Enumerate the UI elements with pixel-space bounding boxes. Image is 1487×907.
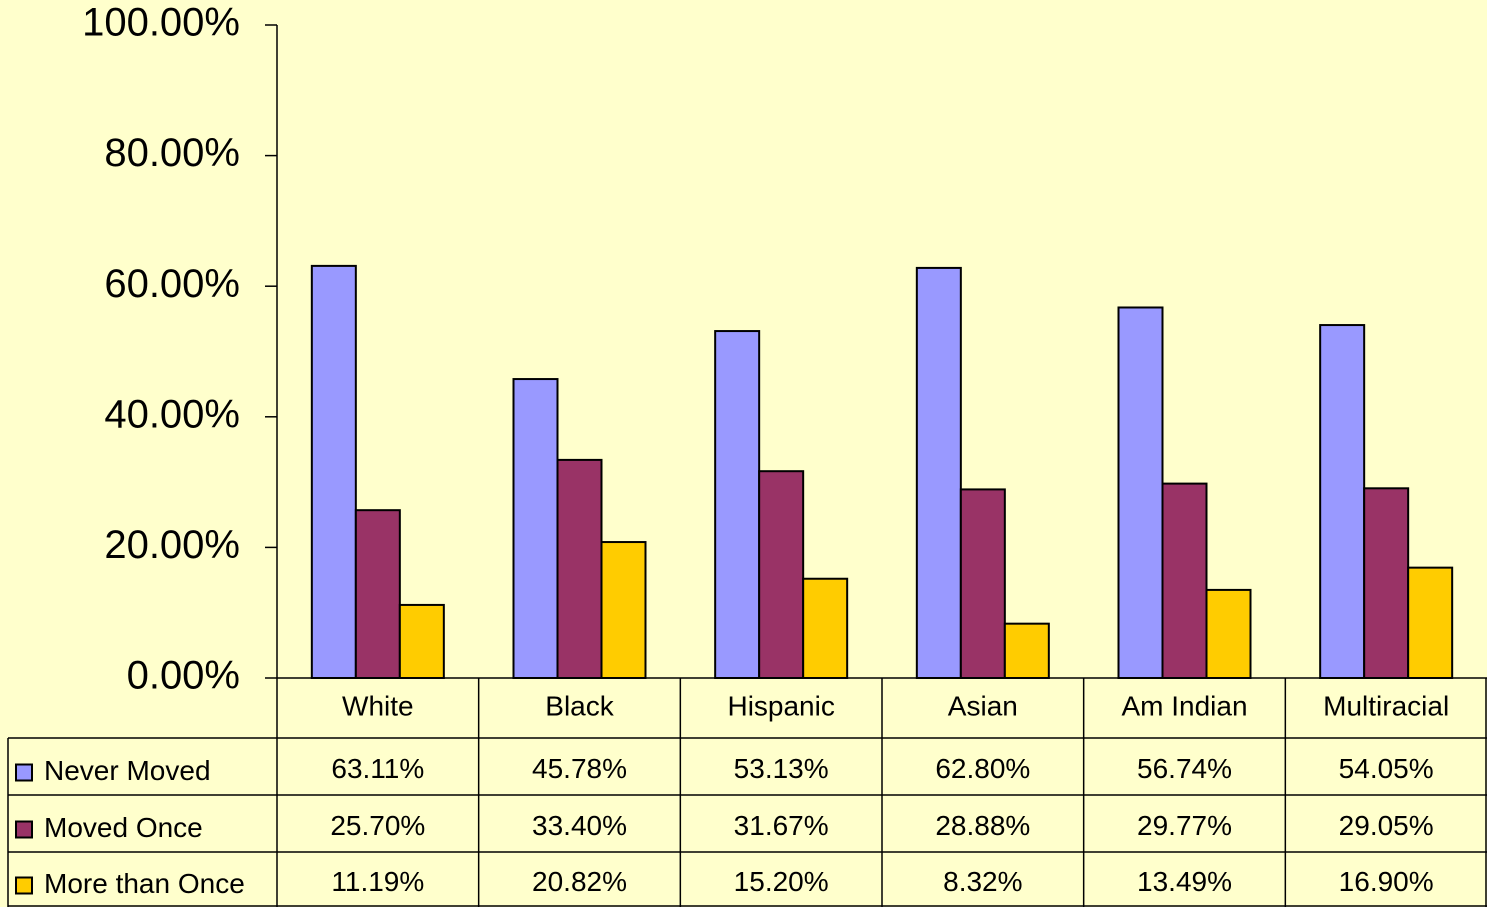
y-tick-label: 20.00%	[104, 523, 240, 567]
legend-label: More than Once	[44, 868, 245, 899]
y-tick-label: 80.00%	[104, 131, 240, 175]
table-value: 20.82%	[532, 866, 627, 897]
x-tick-label: Black	[545, 690, 614, 721]
y-tick-label: 0.00%	[127, 654, 240, 698]
bar	[1117, 306, 1164, 679]
bar	[802, 577, 849, 680]
bar	[1407, 566, 1454, 680]
bar	[1161, 482, 1208, 679]
y-tick-label: 100.00%	[82, 1, 240, 45]
bar	[398, 603, 445, 680]
table-value: 33.40%	[532, 810, 627, 841]
table-value: 29.05%	[1339, 810, 1434, 841]
table-value: 53.13%	[734, 753, 829, 784]
bar	[1205, 588, 1252, 679]
y-tick-label: 40.00%	[104, 392, 240, 436]
x-tick-label: White	[342, 690, 414, 721]
table-value: 16.90%	[1339, 866, 1434, 897]
x-tick-label: Am Indian	[1121, 690, 1247, 721]
legend-key	[15, 763, 33, 782]
x-tick-label: Hispanic	[727, 690, 834, 721]
table-value: 8.32%	[943, 866, 1022, 897]
table-value: 56.74%	[1137, 753, 1232, 784]
bar	[758, 470, 805, 679]
table-value: 63.11%	[331, 753, 424, 784]
bar	[1319, 324, 1366, 679]
bar	[354, 509, 401, 679]
x-tick-label: Multiracial	[1323, 690, 1449, 721]
legend-label: Never Moved	[44, 755, 211, 786]
legend-key	[15, 876, 33, 895]
bar	[310, 264, 357, 679]
bar	[1003, 622, 1050, 680]
bar	[959, 488, 1006, 679]
y-tick-label: 60.00%	[104, 262, 240, 306]
table-value: 13.49%	[1137, 866, 1232, 897]
table-value: 25.70%	[330, 810, 425, 841]
table-value: 15.20%	[734, 866, 829, 897]
bar	[512, 378, 559, 679]
table-value: 45.78%	[532, 753, 627, 784]
legend-label: Moved Once	[44, 812, 203, 843]
bar	[915, 266, 962, 679]
bar	[600, 541, 647, 680]
x-tick-label: Asian	[948, 690, 1018, 721]
table-value: 29.77%	[1137, 810, 1232, 841]
table-value: 54.05%	[1339, 753, 1434, 784]
bar	[1363, 487, 1410, 679]
bar	[556, 458, 603, 680]
bar	[714, 330, 761, 679]
table-value: 62.80%	[935, 753, 1030, 784]
table-value: 28.88%	[935, 810, 1030, 841]
table-value: 11.19%	[331, 866, 424, 897]
table-value: 31.67%	[734, 810, 829, 841]
legend-key	[15, 820, 33, 839]
